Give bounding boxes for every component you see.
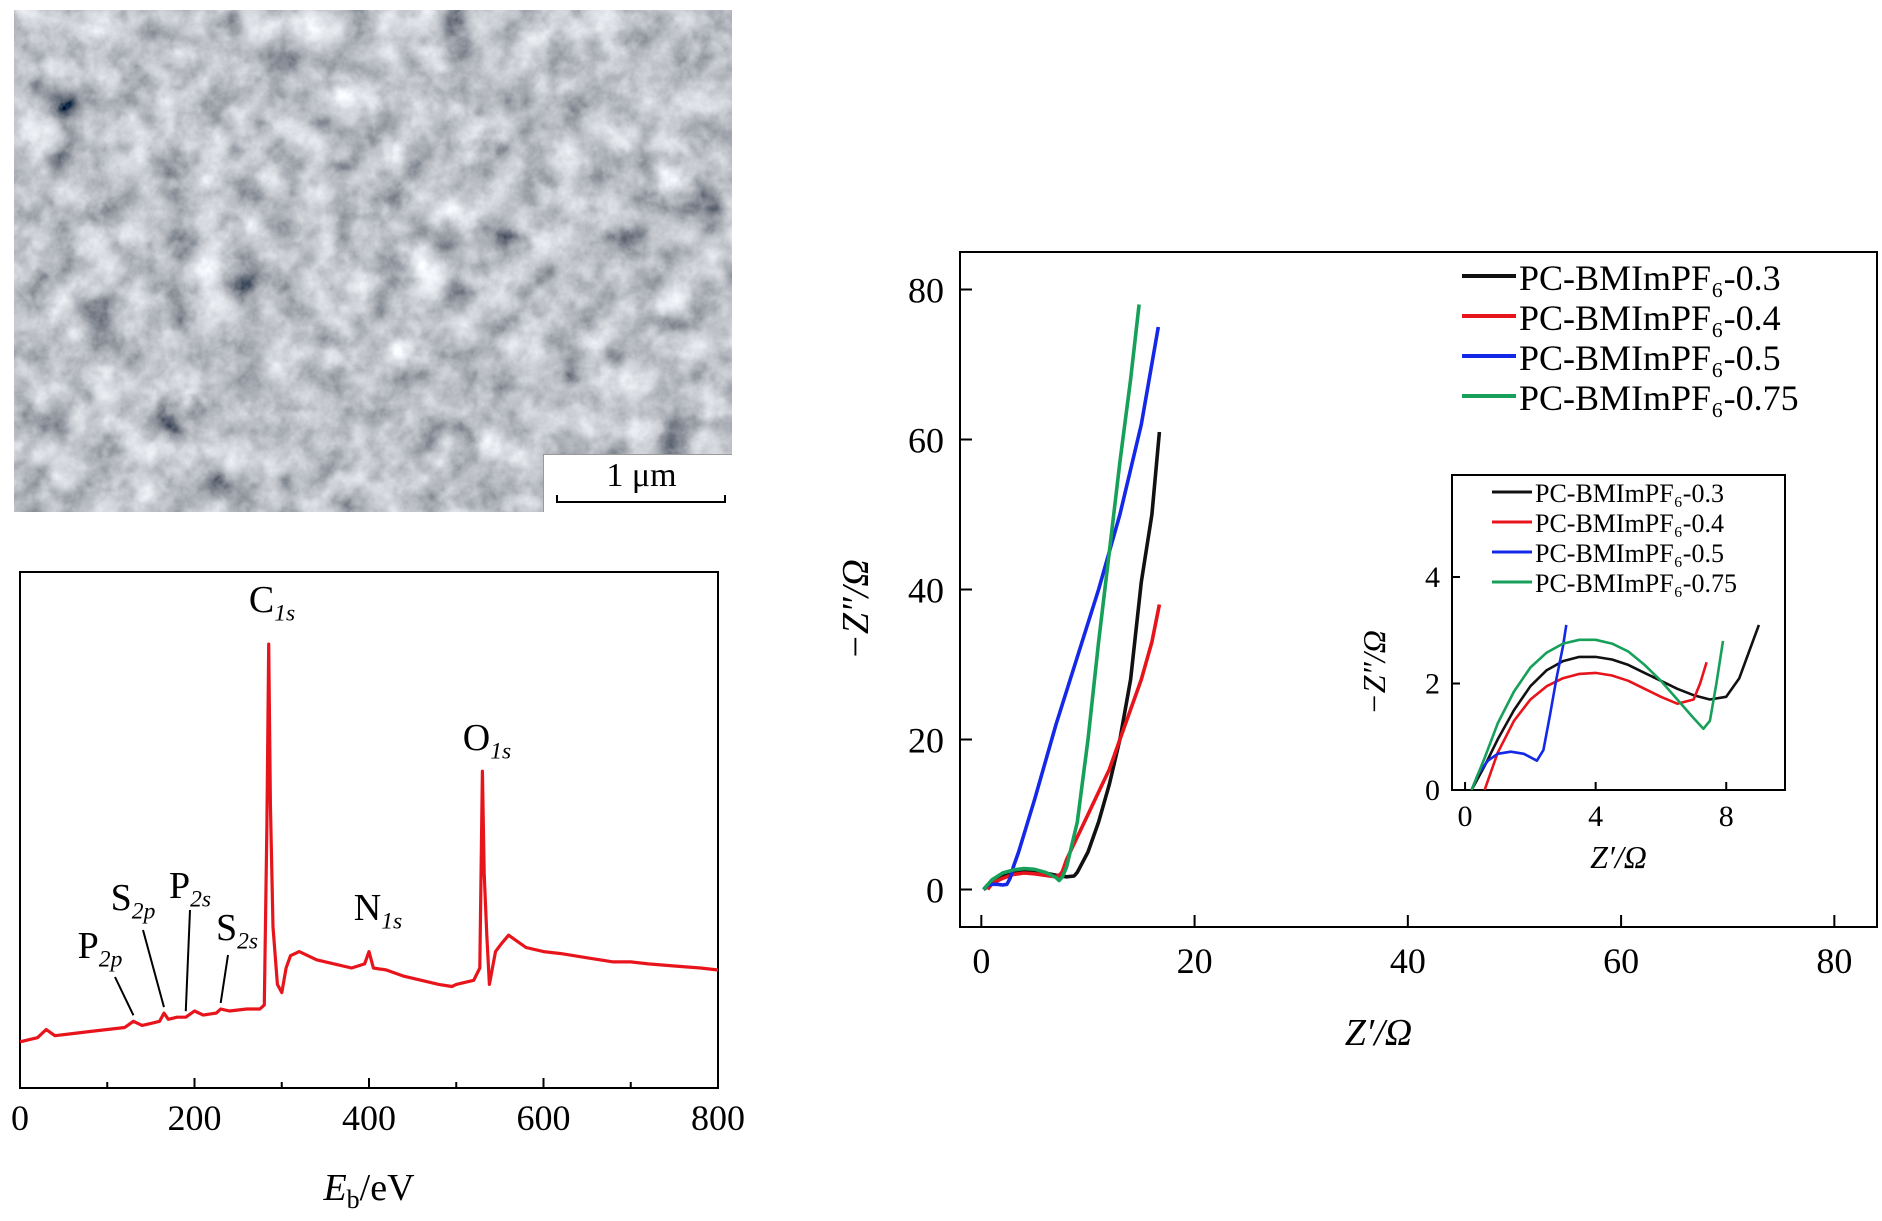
inset-legend-label-2: PC-BMImPF₆-0.5: [1535, 539, 1724, 568]
inset-series-line-0: [1470, 624, 1761, 790]
eis-series-line-2: [982, 326, 1161, 891]
scale-bar: [556, 495, 726, 503]
inset-y-tick-label: 2: [1425, 668, 1440, 701]
inset-x-tick-label: 0: [1458, 800, 1473, 833]
inset-x-tick-label: 8: [1719, 800, 1734, 833]
eis-y-tick-label: 0: [926, 871, 944, 911]
xps-peak-label-s2p: S2p: [111, 877, 156, 924]
inset-x-tick-label: 4: [1588, 800, 1603, 833]
eis-series-line-3: [982, 304, 1141, 891]
xps-peak-label-p2s: P2s: [169, 865, 211, 912]
eis-x-tick-label: 20: [1177, 941, 1213, 981]
inset-y-tick-label: 0: [1425, 774, 1440, 807]
inset-legend-label-3: PC-BMImPF₆-0.75: [1535, 569, 1737, 598]
scale-bar-box: 1 μm: [543, 454, 732, 512]
xps-x-axis-label: Eb/eV: [322, 1167, 415, 1214]
xps-plot-frame: [19, 571, 719, 1089]
inset-legend-label-1: PC-BMImPF₆-0.4: [1535, 509, 1724, 538]
sem-texture: [14, 10, 732, 512]
eis-series-line-1: [986, 604, 1162, 891]
inset-series-line-3: [1470, 638, 1725, 790]
xps-x-tick-label: 400: [342, 1098, 396, 1138]
inset-x-axis-label: Z′/Ω: [1590, 839, 1647, 875]
inset-y-axis-label: −Z″/Ω: [1356, 630, 1392, 715]
xps-peak-label-c1s: C1s: [249, 579, 295, 626]
inset-legend-label-0: PC-BMImPF₆-0.3: [1535, 479, 1724, 508]
xps-peak-pointer: [219, 954, 229, 1004]
eis-y-tick-label: 40: [908, 571, 944, 611]
xps-peak-label-o1s: O1s: [463, 717, 511, 764]
inset-series-line-2: [1470, 624, 1568, 790]
eis-x-tick-label: 60: [1603, 941, 1639, 981]
eis-legend-label-1: PC-BMImPF₆-0.4: [1519, 298, 1781, 338]
xps-x-tick-label: 0: [11, 1098, 29, 1138]
inset-series-line-1: [1483, 661, 1708, 790]
xps-peak-label-n1s: N1s: [354, 887, 402, 934]
eis-legend-label-0: PC-BMImPF₆-0.3: [1519, 258, 1781, 298]
xps-peak-pointer: [142, 929, 165, 1008]
eis-y-tick-label: 60: [908, 421, 944, 461]
eis-plot-frame: [959, 251, 1878, 928]
xps-peak-label-s2s: S2s: [216, 907, 258, 954]
eis-y-tick-label: 20: [908, 721, 944, 761]
eis-y-axis-label: −Z″/Ω: [835, 559, 877, 660]
xps-x-tick-label: 200: [168, 1098, 222, 1138]
eis-legend-label-3: PC-BMImPF₆-0.75: [1519, 378, 1799, 418]
xps-x-tick-label: 600: [517, 1098, 571, 1138]
eis-series-line-0: [982, 431, 1162, 891]
xps-spectrum-line: [19, 642, 719, 1044]
eis-legend-label-2: PC-BMImPF₆-0.5: [1519, 338, 1781, 378]
xps-peak-label-p2p: P2p: [78, 925, 123, 972]
sem-micrograph: 1 μm: [14, 10, 732, 512]
eis-x-tick-label: 40: [1390, 941, 1426, 981]
eis-x-axis-label: Z′/Ω: [1345, 1012, 1412, 1054]
inset-y-tick-label: 4: [1425, 561, 1440, 594]
scale-bar-label: 1 μm: [606, 457, 677, 494]
xps-x-tick-label: 800: [691, 1098, 745, 1138]
eis-x-tick-label: 0: [972, 941, 990, 981]
inset-plot-frame: [1451, 474, 1786, 791]
eis-y-tick-label: 80: [908, 271, 944, 311]
xps-peak-pointer: [114, 976, 135, 1016]
xps-peak-pointer: [184, 909, 191, 1012]
eis-x-tick-label: 80: [1816, 941, 1852, 981]
